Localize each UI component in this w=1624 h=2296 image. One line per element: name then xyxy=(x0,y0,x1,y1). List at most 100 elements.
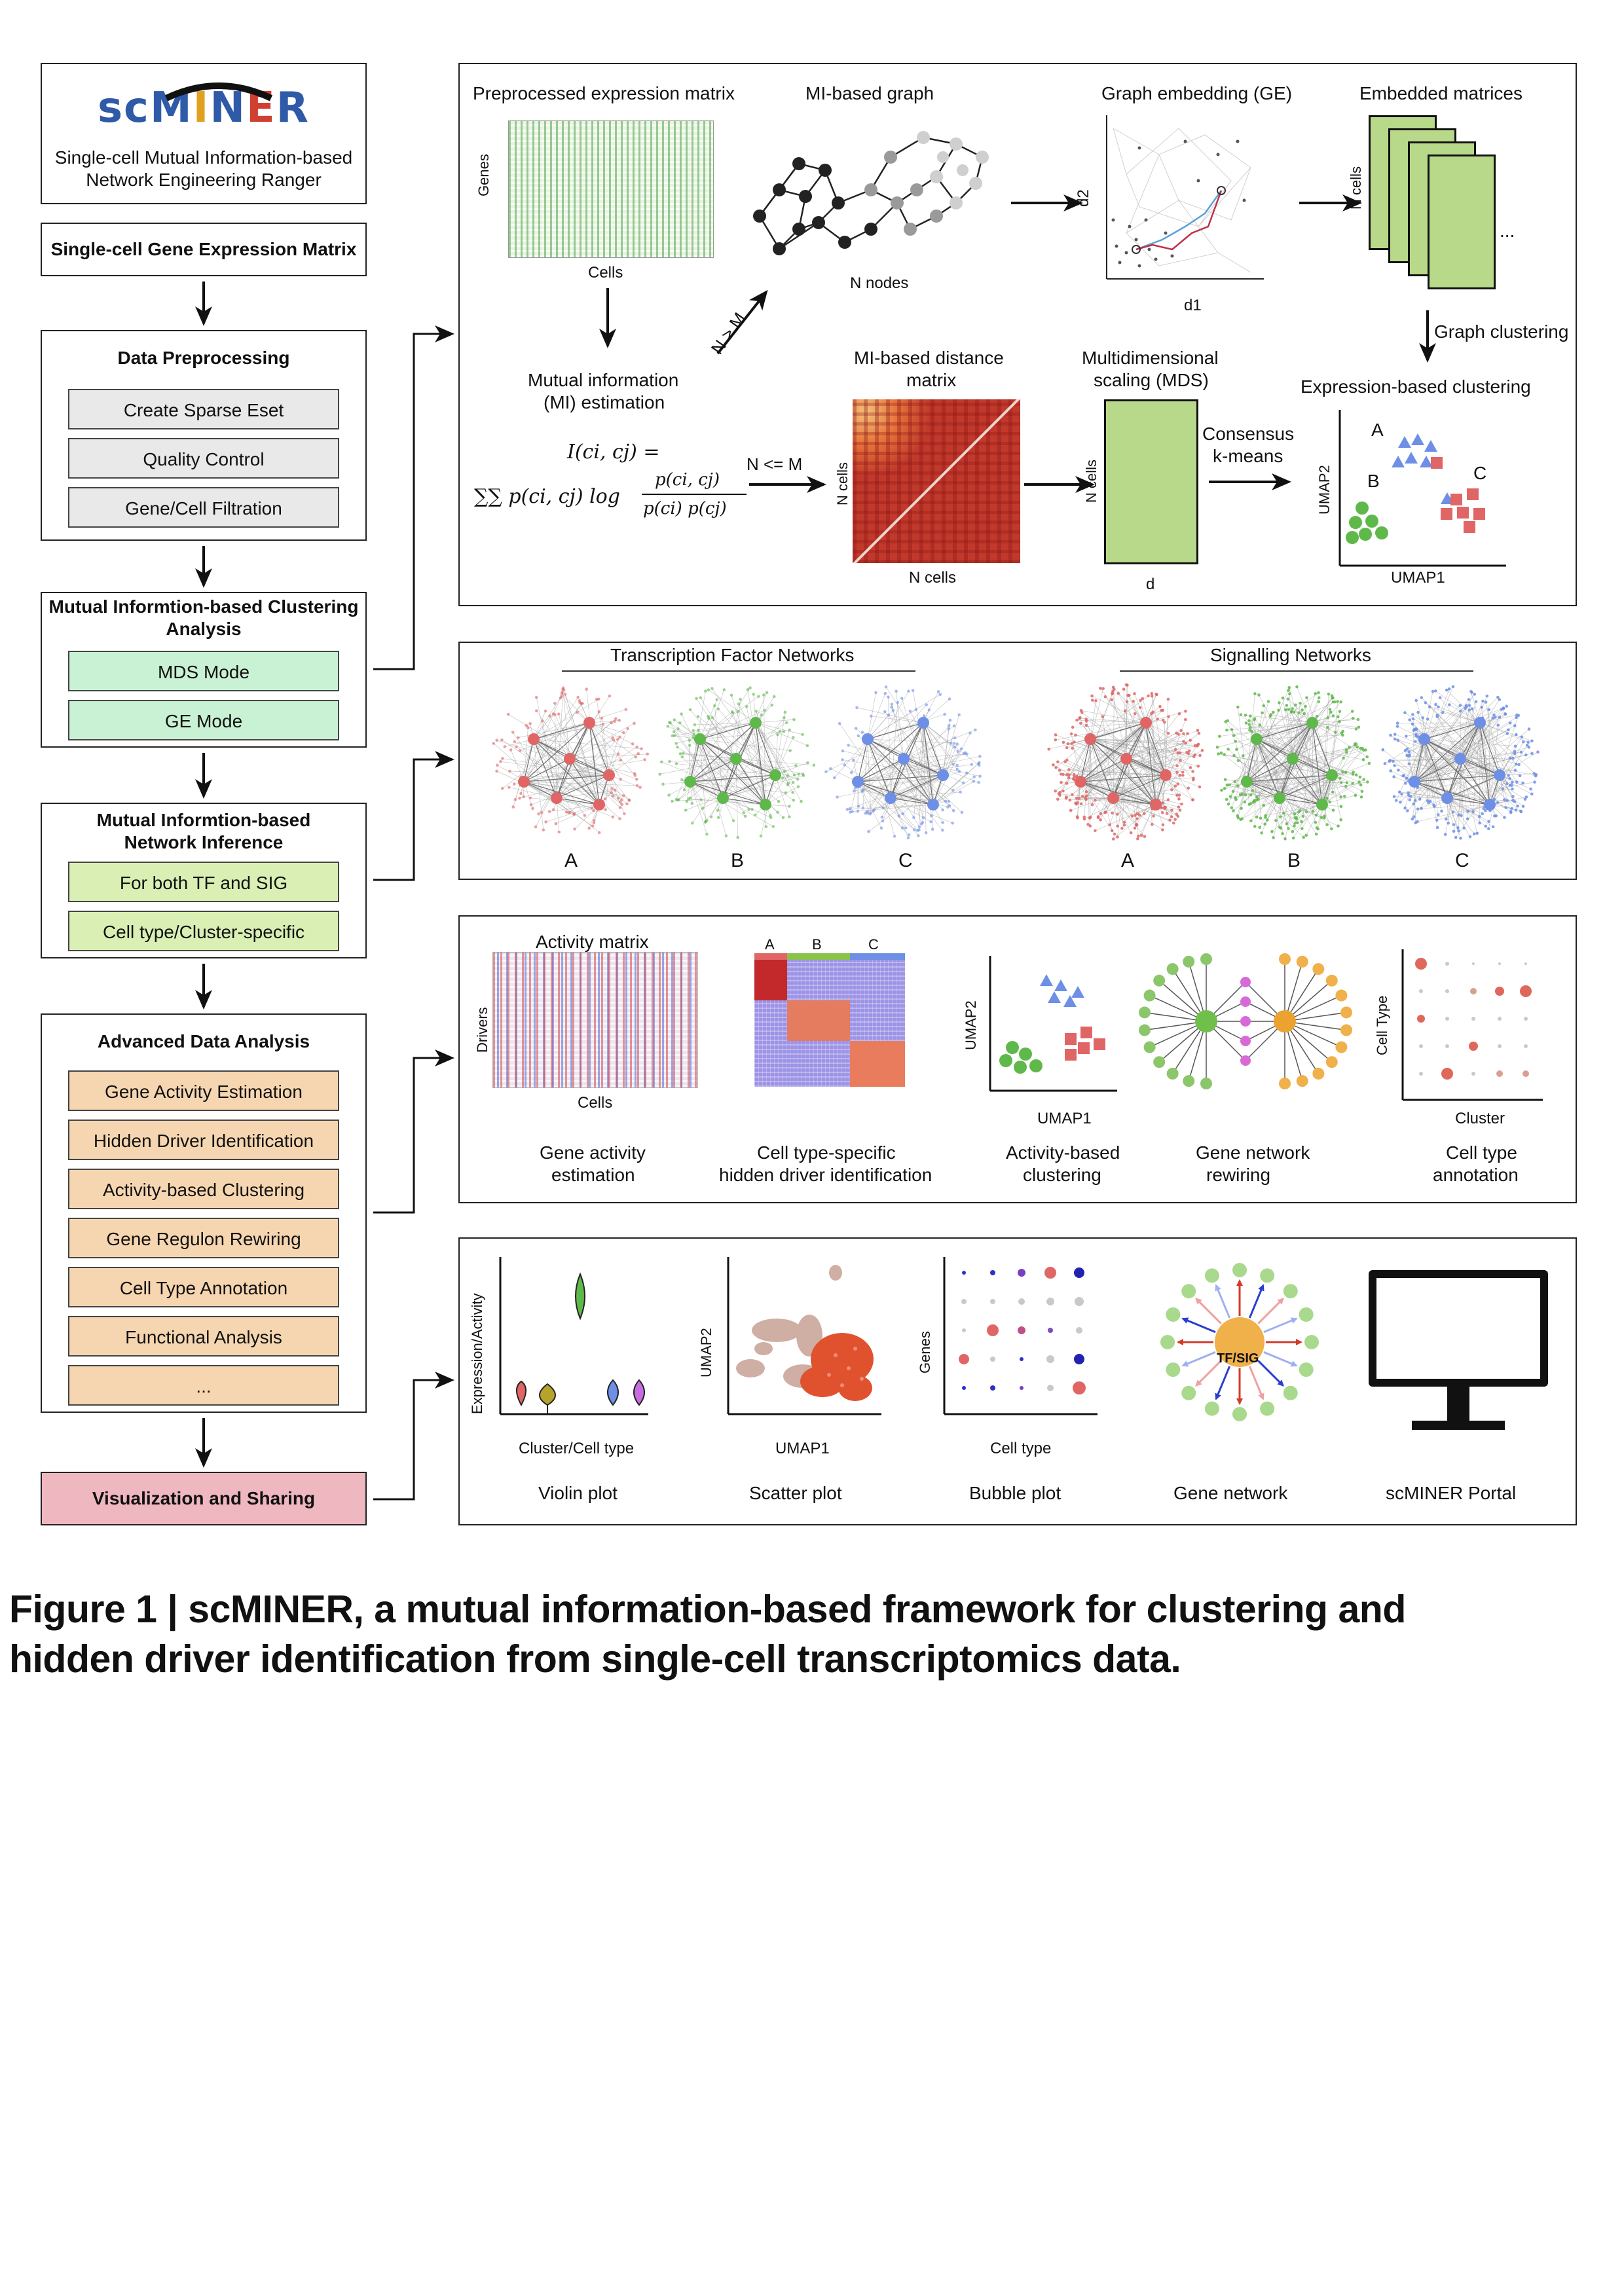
portal-base xyxy=(1412,1421,1505,1430)
caption-line-2: hidden driver identification from single… xyxy=(9,1637,1181,1681)
heatmap-bar-a xyxy=(754,953,787,960)
cluster-label-c: C xyxy=(1473,463,1487,483)
clustering-title-1: Mutual Informtion-based Clustering xyxy=(48,596,359,617)
step-quality-control: Quality Control xyxy=(68,438,339,479)
violin-plot xyxy=(499,1257,648,1415)
net-label-tf-a: A xyxy=(564,850,578,871)
heat-label-b: B xyxy=(812,936,822,953)
step-activity-clustering: Activity-based Clustering xyxy=(68,1169,339,1209)
label-distance-2: matrix xyxy=(906,370,957,390)
preprocessing-title: Data Preprocessing xyxy=(117,348,290,368)
label-activity-cells: Cells xyxy=(578,1094,613,1112)
network-graph-6 xyxy=(1381,685,1540,840)
label-mds-1: Multidimensional xyxy=(1082,348,1219,368)
label-sig-networks: Signalling Networks xyxy=(1210,645,1371,665)
label-expr-matrix: Preprocessed expression matrix xyxy=(473,83,735,103)
arrow-matrix-to-mi xyxy=(599,288,616,348)
pickaxe-icon xyxy=(164,82,273,101)
label-scatter-umap2: UMAP2 xyxy=(698,1328,714,1377)
advanced-title: Advanced Data Analysis xyxy=(97,1031,310,1051)
arrow-graph-clustering xyxy=(1419,310,1436,363)
label-d2: d2 xyxy=(1075,189,1092,207)
label-expr-activity: Expression/Activity xyxy=(469,1293,485,1414)
workflow-connectors xyxy=(195,282,454,1501)
scatter-plot xyxy=(727,1257,881,1415)
arrow-graph-to-ge xyxy=(1011,194,1083,211)
gene-network-plot xyxy=(1160,1263,1319,1421)
label-scatter-umap1: UMAP1 xyxy=(775,1440,830,1457)
figure-caption: Figure 1 | scMINER, a mutual information… xyxy=(9,1584,1614,1684)
side-connectors xyxy=(373,325,454,1501)
cap3-2b: hidden driver identification xyxy=(719,1165,932,1185)
cap4-portal: scMINER Portal xyxy=(1386,1483,1517,1503)
label-mi-est-1: Mutual information xyxy=(528,370,679,390)
arrow-distance-to-mds xyxy=(1024,476,1095,493)
label-bubble-cell-type: Cell type xyxy=(990,1440,1052,1457)
expression-matrix xyxy=(508,120,714,258)
network-graph-1 xyxy=(492,686,650,835)
step-regulon-rewiring: Gene Regulon Rewiring xyxy=(68,1218,339,1258)
label-ge: Graph embedding (GE) xyxy=(1101,83,1293,103)
label-distance-n-cells-x: N cells xyxy=(909,569,957,587)
label-cells: Cells xyxy=(588,264,623,282)
cap3-1b: estimation xyxy=(551,1165,635,1185)
label-expr-umap2: UMAP2 xyxy=(1316,465,1333,515)
cap4-violin: Violin plot xyxy=(538,1483,618,1503)
step-ge-mode: GE Mode xyxy=(68,700,339,740)
heatmap-bar-b xyxy=(787,953,850,960)
bubble-plot xyxy=(943,1257,1098,1415)
annotation-bubble-plot xyxy=(1401,949,1543,1101)
rewiring-network xyxy=(1138,953,1353,1089)
input-box: Single-cell Gene Expression Matrix xyxy=(41,223,367,276)
cluster-label-b: B xyxy=(1367,471,1380,491)
logo-subtitle-1: Single-cell Mutual Information-based xyxy=(54,147,353,168)
advanced-analysis-box: Advanced Data Analysis Gene Activity Est… xyxy=(41,1013,367,1413)
mi-graph xyxy=(753,131,989,255)
heat-label-a: A xyxy=(765,936,775,953)
label-graph-clustering: Graph clustering xyxy=(1434,321,1569,342)
label-tf-networks: Transcription Factor Networks xyxy=(610,645,855,665)
label-embedded: Embedded matrices xyxy=(1359,83,1523,103)
heatmap-bar-c xyxy=(850,953,905,960)
formula-denominator: p(ci) p(cj) xyxy=(643,499,727,519)
step-mds-mode: MDS Mode xyxy=(68,651,339,691)
logo-subtitle-2: Network Engineering Ranger xyxy=(86,170,322,190)
net-label-tf-c: C xyxy=(898,850,913,871)
step-functional-analysis: Functional Analysis xyxy=(68,1316,339,1357)
formula-fraction-bar xyxy=(642,494,747,495)
net-label-sig-a: A xyxy=(1121,850,1135,871)
portal-monitor xyxy=(1369,1270,1548,1387)
portal-screen xyxy=(1376,1278,1540,1379)
label-distance-1: MI-based distance xyxy=(854,348,1004,368)
step-gene-activity: Gene Activity Estimation xyxy=(68,1070,339,1111)
cap3-5b: annotation xyxy=(1433,1165,1519,1185)
cap3-3b: clustering xyxy=(1023,1165,1101,1185)
step-cell-type-specific: Cell type/Cluster-specific xyxy=(68,911,339,951)
cluster-label-a: A xyxy=(1371,420,1384,440)
cap3-3a: Activity-based xyxy=(1006,1142,1120,1163)
tf-bracket xyxy=(562,670,915,672)
step-more: ... xyxy=(68,1365,339,1406)
label-d1: d1 xyxy=(1184,297,1202,314)
label-bubble-genes: Genes xyxy=(917,1331,933,1374)
label-n-nodes: N nodes xyxy=(850,274,909,292)
visualization-box: Visualization and Sharing xyxy=(41,1472,367,1525)
label-embedded-n-cells: N cells xyxy=(1348,166,1364,210)
label-distance-n-cells-y: N cells xyxy=(834,462,851,505)
label-expr-umap1: UMAP1 xyxy=(1391,569,1445,587)
step-tf-and-sig: For both TF and SIG xyxy=(68,862,339,902)
formula-numerator: p(ci, cj) xyxy=(655,470,720,490)
label-drivers: Drivers xyxy=(474,1007,490,1053)
label-activity-umap2: UMAP2 xyxy=(963,1000,979,1050)
label-mds-n-cells: N cells xyxy=(1083,459,1099,503)
arrow-mi-to-distance xyxy=(749,476,826,493)
caption-line-1: Figure 1 | scMINER, a mutual information… xyxy=(9,1588,1406,1631)
network-graph-2 xyxy=(658,686,816,839)
label-annot-cell-type: Cell Type xyxy=(1374,995,1390,1055)
label-activity-umap1: UMAP1 xyxy=(1037,1110,1092,1127)
activity-cluster-plot xyxy=(989,956,1117,1092)
label-mi-est-2: (MI) estimation xyxy=(544,392,665,412)
arrow-mds-to-clusters xyxy=(1209,473,1291,490)
cap3-5a: Cell type xyxy=(1446,1142,1517,1163)
label-expr-clustering: Expression-based clustering xyxy=(1301,376,1531,397)
